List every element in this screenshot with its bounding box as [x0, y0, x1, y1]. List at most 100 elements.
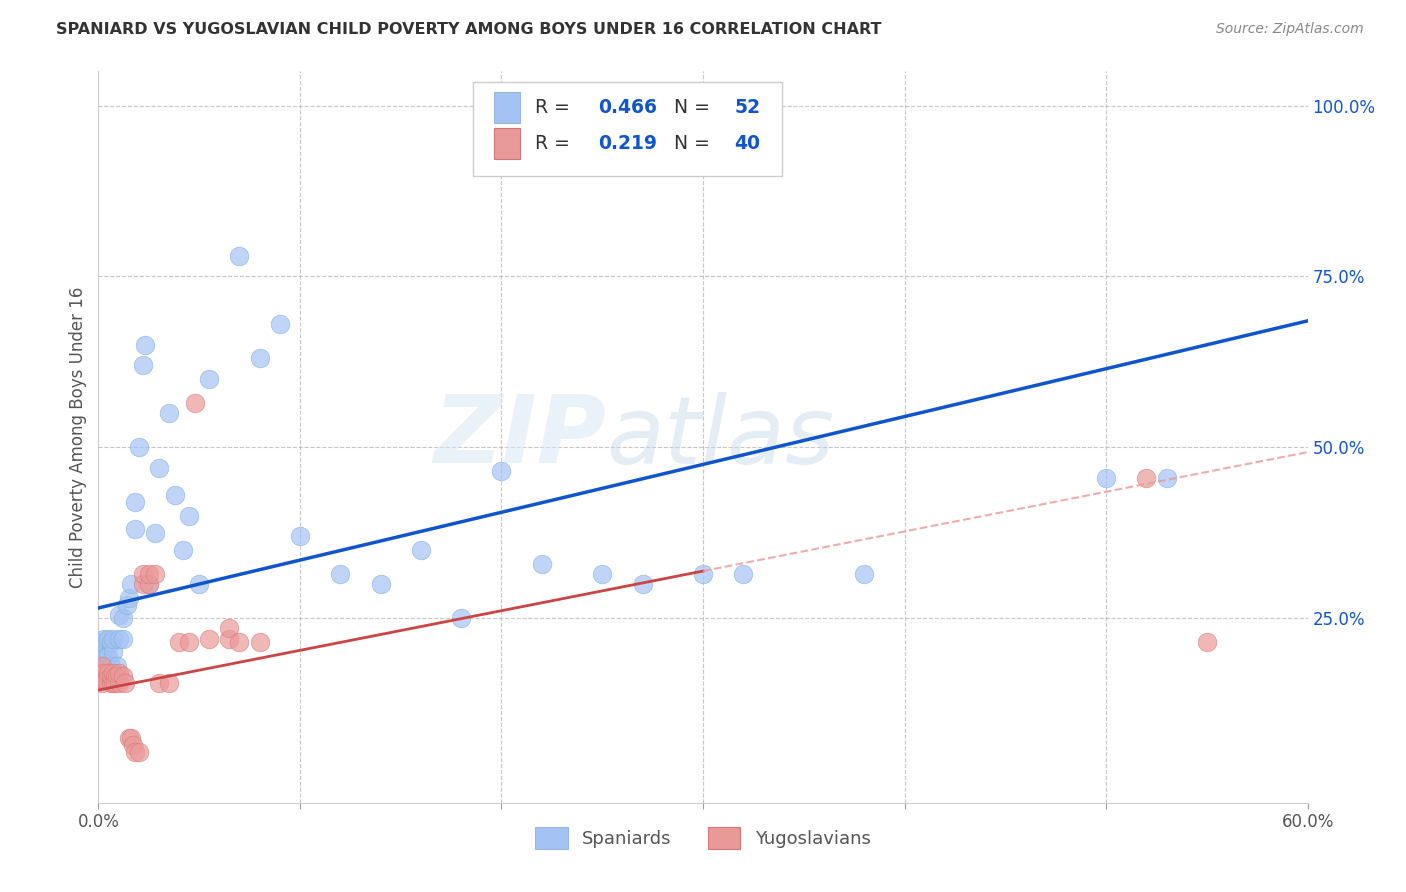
- Point: [107, 607, 129, 622]
- Point: [143, 566, 166, 581]
- Point: [93, 673, 115, 687]
- Point: [179, 508, 201, 523]
- Point: [198, 632, 221, 646]
- Point: [853, 566, 876, 581]
- Point: [124, 522, 146, 536]
- Point: [132, 359, 155, 373]
- Point: [121, 738, 143, 752]
- Point: [93, 632, 115, 646]
- Point: [101, 665, 124, 680]
- Point: [228, 249, 250, 263]
- Point: [143, 525, 166, 540]
- Point: [134, 338, 156, 352]
- Point: [370, 577, 392, 591]
- Point: [132, 577, 155, 591]
- Point: [103, 676, 125, 690]
- Point: [107, 676, 129, 690]
- Point: [733, 566, 755, 581]
- Point: [692, 566, 714, 581]
- Point: [329, 566, 352, 581]
- Point: [124, 495, 146, 509]
- Point: [118, 731, 141, 745]
- Point: [114, 676, 136, 690]
- Point: [128, 745, 150, 759]
- Point: [120, 577, 142, 591]
- Point: [124, 745, 146, 759]
- Point: [120, 731, 142, 745]
- Point: [103, 669, 125, 683]
- Point: [409, 542, 432, 557]
- Point: [91, 652, 114, 666]
- Point: [249, 635, 271, 649]
- Point: [100, 659, 122, 673]
- Point: [163, 488, 186, 502]
- Point: [115, 598, 138, 612]
- Point: [1156, 471, 1178, 485]
- Point: [97, 665, 120, 680]
- Point: [172, 542, 194, 557]
- Point: [491, 464, 513, 478]
- Point: [631, 577, 654, 591]
- Point: [179, 635, 201, 649]
- Text: SPANIARD VS YUGOSLAVIAN CHILD POVERTY AMONG BOYS UNDER 16 CORRELATION CHART: SPANIARD VS YUGOSLAVIAN CHILD POVERTY AM…: [56, 22, 882, 37]
- Point: [103, 665, 125, 680]
- Point: [218, 622, 240, 636]
- Point: [128, 440, 150, 454]
- Point: [111, 669, 134, 683]
- Point: [157, 676, 180, 690]
- Point: [97, 632, 120, 646]
- Point: [100, 676, 122, 690]
- Point: [93, 645, 115, 659]
- Point: [100, 635, 122, 649]
- Point: [269, 318, 291, 332]
- Text: ZIP: ZIP: [433, 391, 606, 483]
- Point: [138, 566, 160, 581]
- Point: [107, 665, 129, 680]
- Point: [249, 351, 271, 366]
- Point: [188, 577, 211, 591]
- Point: [100, 669, 122, 683]
- Point: [1095, 471, 1118, 485]
- Point: [132, 566, 155, 581]
- Point: [1135, 471, 1157, 485]
- Point: [184, 396, 207, 410]
- Point: [91, 659, 114, 673]
- Point: [148, 676, 170, 690]
- Point: [167, 635, 190, 649]
- Point: [530, 557, 553, 571]
- Point: [228, 635, 250, 649]
- Text: 40: 40: [734, 135, 761, 153]
- Point: [101, 632, 124, 646]
- Point: [96, 673, 118, 687]
- Point: [138, 577, 160, 591]
- Point: [96, 648, 118, 663]
- Text: 0.219: 0.219: [598, 135, 657, 153]
- Point: [111, 632, 134, 646]
- Point: [138, 577, 160, 591]
- Text: atlas: atlas: [606, 392, 835, 483]
- Point: [1195, 635, 1218, 649]
- Point: [157, 406, 180, 420]
- Text: R =: R =: [534, 135, 582, 153]
- FancyBboxPatch shape: [494, 92, 520, 122]
- Point: [288, 529, 311, 543]
- FancyBboxPatch shape: [474, 82, 782, 176]
- Point: [198, 372, 221, 386]
- Point: [105, 669, 128, 683]
- Point: [101, 676, 124, 690]
- Point: [218, 632, 240, 646]
- Point: [107, 632, 129, 646]
- Point: [450, 611, 472, 625]
- Point: [105, 659, 128, 673]
- Point: [89, 665, 111, 680]
- Point: [89, 665, 111, 680]
- Text: 0.466: 0.466: [598, 98, 657, 117]
- Point: [97, 648, 120, 663]
- Point: [111, 611, 134, 625]
- Point: [93, 665, 115, 680]
- Point: [148, 460, 170, 475]
- Legend: Spaniards, Yugoslavians: Spaniards, Yugoslavians: [529, 820, 877, 856]
- Y-axis label: Child Poverty Among Boys Under 16: Child Poverty Among Boys Under 16: [69, 286, 87, 588]
- Text: 52: 52: [734, 98, 761, 117]
- Point: [118, 591, 141, 605]
